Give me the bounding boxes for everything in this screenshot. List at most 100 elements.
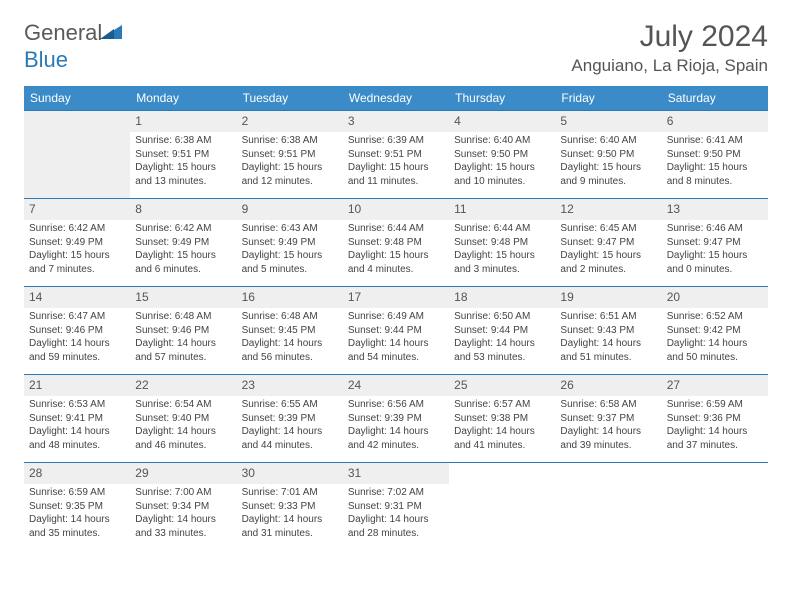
- daylight-line: Daylight: 14 hours and 51 minutes.: [560, 337, 656, 364]
- calendar-cell: 24Sunrise: 6:56 AMSunset: 9:39 PMDayligh…: [343, 374, 449, 462]
- sunset-line: Sunset: 9:50 PM: [667, 148, 763, 162]
- day-number: 27: [667, 377, 763, 393]
- sunset-line: Sunset: 9:38 PM: [454, 412, 550, 426]
- day-number: 16: [242, 289, 338, 305]
- calendar-cell-empty: [24, 110, 130, 198]
- sunset-line: Sunset: 9:43 PM: [560, 324, 656, 338]
- day-header: Wednesday: [343, 86, 449, 110]
- daylight-line: Daylight: 15 hours and 13 minutes.: [135, 161, 231, 188]
- daylight-line: Daylight: 14 hours and 31 minutes.: [242, 513, 338, 540]
- calendar-cell: 23Sunrise: 6:55 AMSunset: 9:39 PMDayligh…: [237, 374, 343, 462]
- calendar-cell: 28Sunrise: 6:59 AMSunset: 9:35 PMDayligh…: [24, 462, 130, 550]
- daylight-line: Daylight: 15 hours and 12 minutes.: [242, 161, 338, 188]
- daylight-line: Daylight: 15 hours and 2 minutes.: [560, 249, 656, 276]
- daylight-line: Daylight: 15 hours and 5 minutes.: [242, 249, 338, 276]
- sunset-line: Sunset: 9:35 PM: [29, 500, 125, 514]
- calendar-cell-empty: [449, 462, 555, 550]
- sunrise-line: Sunrise: 6:40 AM: [454, 134, 550, 148]
- sunset-line: Sunset: 9:47 PM: [667, 236, 763, 250]
- logo-text-general: General: [24, 20, 102, 45]
- sunset-line: Sunset: 9:45 PM: [242, 324, 338, 338]
- day-number-bar: 24: [343, 375, 449, 396]
- sunrise-line: Sunrise: 6:53 AM: [29, 398, 125, 412]
- day-number: 22: [135, 377, 231, 393]
- day-number-bar: 26: [555, 375, 661, 396]
- calendar-cell: 11Sunrise: 6:44 AMSunset: 9:48 PMDayligh…: [449, 198, 555, 286]
- day-number: 15: [135, 289, 231, 305]
- daylight-line: Daylight: 15 hours and 3 minutes.: [454, 249, 550, 276]
- calendar-cell: 5Sunrise: 6:40 AMSunset: 9:50 PMDaylight…: [555, 110, 661, 198]
- daylight-line: Daylight: 14 hours and 50 minutes.: [667, 337, 763, 364]
- day-header: Saturday: [662, 86, 768, 110]
- logo-text-blue: Blue: [24, 47, 68, 72]
- sunrise-line: Sunrise: 6:48 AM: [242, 310, 338, 324]
- day-header: Thursday: [449, 86, 555, 110]
- logo-triangle-icon: [100, 21, 122, 47]
- day-number-bar: 5: [555, 111, 661, 132]
- daylight-line: Daylight: 15 hours and 9 minutes.: [560, 161, 656, 188]
- calendar-cell: 15Sunrise: 6:48 AMSunset: 9:46 PMDayligh…: [130, 286, 236, 374]
- day-number: 4: [454, 113, 550, 129]
- day-number-bar: 23: [237, 375, 343, 396]
- sunset-line: Sunset: 9:42 PM: [667, 324, 763, 338]
- header: General Blue July 2024 Anguiano, La Rioj…: [24, 20, 768, 76]
- day-header: Monday: [130, 86, 236, 110]
- calendar-cell: 4Sunrise: 6:40 AMSunset: 9:50 PMDaylight…: [449, 110, 555, 198]
- day-number-bar: 15: [130, 287, 236, 308]
- daylight-line: Daylight: 14 hours and 33 minutes.: [135, 513, 231, 540]
- sunrise-line: Sunrise: 6:45 AM: [560, 222, 656, 236]
- sunset-line: Sunset: 9:31 PM: [348, 500, 444, 514]
- calendar-cell: 18Sunrise: 6:50 AMSunset: 9:44 PMDayligh…: [449, 286, 555, 374]
- sunrise-line: Sunrise: 6:52 AM: [667, 310, 763, 324]
- day-number-bar: 30: [237, 463, 343, 484]
- logo: General Blue: [24, 20, 122, 73]
- day-number: 20: [667, 289, 763, 305]
- calendar-cell-empty: [662, 462, 768, 550]
- calendar-cell: 20 Sunrise: 6:52 AMSunset: 9:42 PMDayligh…: [662, 286, 768, 374]
- day-number: 19: [560, 289, 656, 305]
- daylight-line: Daylight: 14 hours and 46 minutes.: [135, 425, 231, 452]
- sunset-line: Sunset: 9:48 PM: [454, 236, 550, 250]
- daylight-line: Daylight: 15 hours and 10 minutes.: [454, 161, 550, 188]
- day-number-bar: 3: [343, 111, 449, 132]
- day-number: 28: [29, 465, 125, 481]
- day-number: 31: [348, 465, 444, 481]
- day-number-bar: 1: [130, 111, 236, 132]
- sunset-line: Sunset: 9:33 PM: [242, 500, 338, 514]
- day-number-bar: 4: [449, 111, 555, 132]
- daylight-line: Daylight: 14 hours and 39 minutes.: [560, 425, 656, 452]
- calendar-cell: 13Sunrise: 6:46 AMSunset: 9:47 PMDayligh…: [662, 198, 768, 286]
- day-number: 7: [29, 201, 125, 217]
- sunset-line: Sunset: 9:46 PM: [29, 324, 125, 338]
- sunrise-line: Sunrise: 6:41 AM: [667, 134, 763, 148]
- sunset-line: Sunset: 9:47 PM: [560, 236, 656, 250]
- day-number: 30: [242, 465, 338, 481]
- calendar-cell: 2Sunrise: 6:38 AMSunset: 9:51 PMDaylight…: [237, 110, 343, 198]
- calendar-cell: 6Sunrise: 6:41 AMSunset: 9:50 PMDaylight…: [662, 110, 768, 198]
- day-number-bar: 6: [662, 111, 768, 132]
- sunset-line: Sunset: 9:39 PM: [348, 412, 444, 426]
- day-number-bar: 14: [24, 287, 130, 308]
- sunrise-line: Sunrise: 7:00 AM: [135, 486, 231, 500]
- day-number: 14: [29, 289, 125, 305]
- sunset-line: Sunset: 9:36 PM: [667, 412, 763, 426]
- calendar-cell: 16Sunrise: 6:48 AMSunset: 9:45 PMDayligh…: [237, 286, 343, 374]
- day-number: 23: [242, 377, 338, 393]
- day-header: Sunday: [24, 86, 130, 110]
- calendar-cell: 29Sunrise: 7:00 AMSunset: 9:34 PMDayligh…: [130, 462, 236, 550]
- daylight-line: Daylight: 14 hours and 41 minutes.: [454, 425, 550, 452]
- daylight-line: Daylight: 15 hours and 11 minutes.: [348, 161, 444, 188]
- day-number: 9: [242, 201, 338, 217]
- sunrise-line: Sunrise: 6:56 AM: [348, 398, 444, 412]
- day-number-bar: 19: [555, 287, 661, 308]
- day-number-bar: 10: [343, 199, 449, 220]
- daylight-line: Daylight: 15 hours and 6 minutes.: [135, 249, 231, 276]
- sunrise-line: Sunrise: 6:38 AM: [242, 134, 338, 148]
- day-number: 12: [560, 201, 656, 217]
- daylight-line: Daylight: 14 hours and 28 minutes.: [348, 513, 444, 540]
- day-number-bar: 20: [662, 287, 768, 308]
- calendar-cell: 25Sunrise: 6:57 AMSunset: 9:38 PMDayligh…: [449, 374, 555, 462]
- sunset-line: Sunset: 9:44 PM: [454, 324, 550, 338]
- day-number: 5: [560, 113, 656, 129]
- sunset-line: Sunset: 9:51 PM: [242, 148, 338, 162]
